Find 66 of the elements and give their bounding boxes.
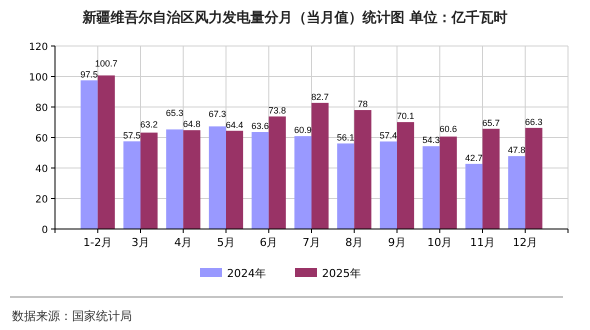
chart-title: 新疆维吾尔自治区风力发电量分月（当月值）统计图 单位：亿千瓦时 [82,9,508,26]
data-label: 60.6 [440,124,458,134]
x-tick-label: 12月 [512,236,538,249]
x-tick-label: 6月 [260,236,278,249]
bar [354,110,372,229]
y-tick-label: 120 [28,42,48,53]
bar [440,136,457,229]
data-label: 57.4 [380,130,398,140]
bar [397,122,414,229]
data-label: 63.6 [251,121,269,132]
bar [380,141,397,229]
x-tick-label: 1-2月 [83,236,112,249]
y-tick-label: 60 [35,134,48,144]
bar [140,132,158,229]
bar [226,130,244,229]
legend-label: 2025年 [322,267,361,280]
bar [252,132,269,229]
y-tick-label: 80 [35,103,48,114]
bar [166,129,184,229]
bar [482,128,500,229]
data-label: 56.1 [336,132,354,142]
bar [337,143,354,229]
data-label: 66.3 [525,116,543,127]
bar [98,75,115,229]
bar [422,146,440,229]
y-tick-label: 0 [42,225,48,236]
data-label: 73.8 [268,105,286,116]
data-label: 97.5 [80,69,98,80]
bar [525,128,542,229]
x-tick-label: 5月 [217,236,235,249]
data-label: 65.7 [482,118,500,128]
data-label: 65.3 [166,108,184,118]
bar [312,102,329,229]
data-label: 70.1 [396,111,414,122]
data-label: 47.8 [508,145,526,156]
bar [294,136,312,229]
x-tick-label: 9月 [388,236,406,249]
x-tick-label: 4月 [174,236,192,249]
data-label: 100.7 [95,58,118,68]
x-tick-label: 8月 [345,236,364,249]
source-note: 数据来源：国家统计局 [12,309,132,323]
data-label: 78 [358,99,368,110]
bar [183,130,200,229]
y-tick-label: 20 [35,194,48,206]
x-tick-label: 7月 [302,236,320,249]
data-label: 60.9 [294,125,312,136]
y-tick-label: 40 [35,164,48,175]
data-label: 54.3 [422,135,440,146]
bar [80,80,98,229]
bar [465,164,482,229]
y-tick-label: 100 [28,72,48,84]
bar [268,116,286,229]
x-tick-label: 11月 [470,236,495,249]
data-label: 57.5 [123,130,141,140]
data-label: 67.3 [208,108,226,119]
data-label: 82.7 [311,92,329,102]
legend-label: 2024年 [227,267,266,280]
data-label: 64.4 [226,120,244,130]
x-tick-label: 10月 [427,236,452,249]
x-tick-label: 3月 [132,236,150,249]
data-label: 64.8 [183,119,201,130]
data-label: 63.2 [140,119,158,130]
bar [123,141,140,229]
bar [508,156,526,229]
bar [208,126,226,229]
data-label: 42.7 [465,152,483,163]
